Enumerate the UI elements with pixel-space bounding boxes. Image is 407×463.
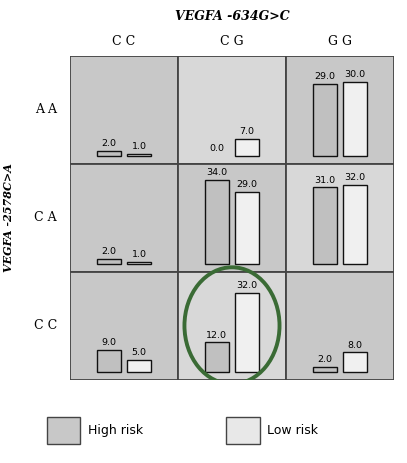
Bar <box>343 352 367 372</box>
Bar <box>97 151 121 156</box>
Text: 5.0: 5.0 <box>131 348 147 357</box>
Text: C C: C C <box>34 319 57 332</box>
Text: High risk: High risk <box>88 424 143 437</box>
Text: 32.0: 32.0 <box>345 173 366 182</box>
Text: 1.0: 1.0 <box>131 250 147 259</box>
Text: 9.0: 9.0 <box>101 338 116 347</box>
Bar <box>286 163 394 272</box>
Text: 0.0: 0.0 <box>209 144 224 153</box>
Bar <box>70 163 178 272</box>
Text: 8.0: 8.0 <box>348 341 363 350</box>
Bar <box>70 272 178 380</box>
Text: Low risk: Low risk <box>267 424 319 437</box>
Bar <box>70 56 178 163</box>
Bar <box>178 163 286 272</box>
Text: G G: G G <box>328 35 352 48</box>
Bar <box>226 417 260 444</box>
Text: 2.0: 2.0 <box>101 247 116 257</box>
Bar <box>97 350 121 372</box>
Text: 30.0: 30.0 <box>345 70 366 79</box>
Bar <box>127 360 151 372</box>
Text: A A: A A <box>35 103 57 116</box>
Text: 12.0: 12.0 <box>206 331 228 340</box>
Text: 7.0: 7.0 <box>240 127 255 136</box>
Text: VEGFA -2578C>A: VEGFA -2578C>A <box>2 163 14 272</box>
Bar <box>235 293 259 372</box>
Text: 31.0: 31.0 <box>314 175 335 185</box>
Bar <box>235 192 259 264</box>
Text: VEGFA -634G>C: VEGFA -634G>C <box>175 10 289 23</box>
Bar <box>97 259 121 264</box>
Bar <box>205 342 229 372</box>
Bar <box>127 262 151 264</box>
Bar <box>286 272 394 380</box>
Bar <box>313 84 337 156</box>
Text: C C: C C <box>112 35 136 48</box>
Bar <box>235 139 259 156</box>
Bar <box>343 81 367 156</box>
Bar <box>127 154 151 156</box>
Bar <box>313 367 337 372</box>
Bar <box>178 272 286 380</box>
Bar <box>46 417 80 444</box>
Text: 29.0: 29.0 <box>236 181 258 189</box>
Text: 1.0: 1.0 <box>131 142 147 151</box>
Text: 29.0: 29.0 <box>314 72 335 81</box>
Bar <box>286 56 394 163</box>
Text: 2.0: 2.0 <box>101 139 116 148</box>
Bar <box>313 187 337 264</box>
Text: C A: C A <box>34 211 57 224</box>
Bar <box>343 185 367 264</box>
Text: 34.0: 34.0 <box>206 168 228 177</box>
Bar <box>205 180 229 264</box>
Text: 32.0: 32.0 <box>236 281 258 290</box>
Bar <box>178 56 286 163</box>
Text: 2.0: 2.0 <box>317 356 333 364</box>
Text: C G: C G <box>220 35 244 48</box>
